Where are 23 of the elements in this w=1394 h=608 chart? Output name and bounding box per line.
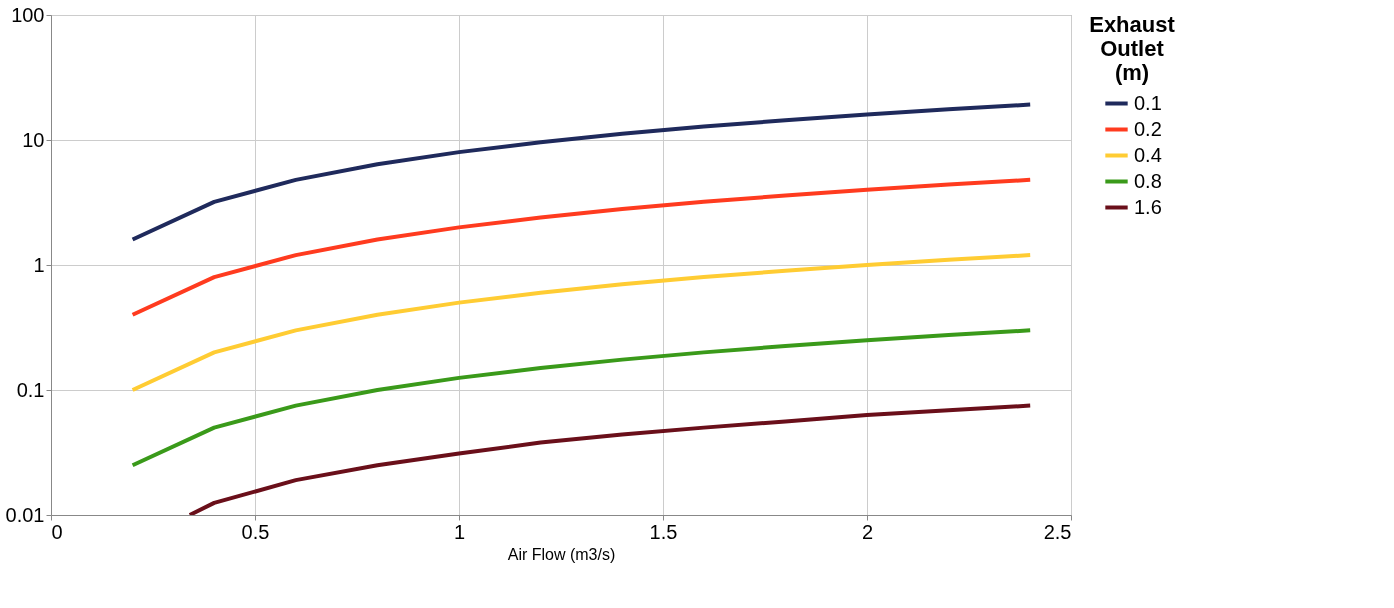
legend-label: 0.1 — [1134, 91, 1162, 114]
line-series — [130, 177, 1033, 317]
y-tick-label: 0.1 — [16, 378, 45, 401]
x-tick-label: 0.5 — [241, 520, 270, 543]
legend-label: 0.2 — [1134, 117, 1162, 140]
y-tick-label: 1 — [33, 253, 45, 276]
legend-label: 0.4 — [1134, 143, 1162, 166]
y-tick-label: 0.01 — [5, 503, 45, 526]
legend-label: 0.8 — [1134, 169, 1162, 192]
y-tick-label: 100 — [11, 3, 45, 26]
x-tick-label: 1.5 — [649, 520, 678, 543]
line-series — [187, 403, 1033, 515]
legend-title: Exhaust Outlet (m) — [1089, 12, 1176, 85]
x-tick-label: 2 — [861, 520, 874, 543]
line-series — [130, 328, 1033, 468]
x-tick-label: 0 — [51, 520, 63, 543]
line-series — [130, 102, 1033, 242]
y-tick-label: 10 — [22, 128, 45, 151]
x-tick-label: 1 — [453, 520, 466, 543]
x-axis-title: Air Flow (m3/s) — [507, 545, 616, 563]
x-tick-label: 2.5 — [1043, 520, 1072, 543]
line-series — [130, 253, 1033, 392]
legend-label: 1.6 — [1134, 195, 1162, 218]
